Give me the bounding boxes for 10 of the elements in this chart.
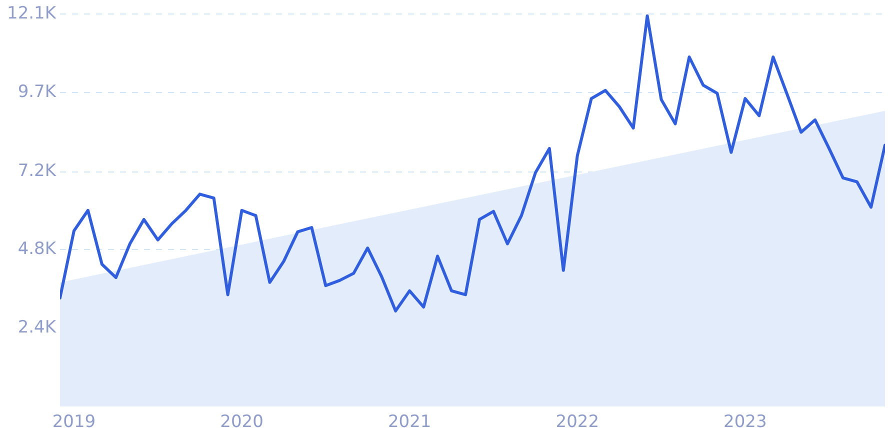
x-tick-label: 2023 [724, 412, 767, 432]
y-tick-label: 7.2K [18, 161, 57, 182]
y-tick-label: 12.1K [7, 4, 57, 24]
x-tick-label: 2022 [556, 412, 600, 432]
y-tick-label: 9.7K [18, 82, 57, 102]
x-tick-label: 2021 [388, 412, 432, 432]
x-tick-label: 2019 [52, 412, 96, 432]
y-tick-label: 2.4K [18, 318, 57, 338]
x-tick-label: 2020 [220, 412, 264, 432]
y-tick-label: 4.8K [18, 239, 57, 260]
